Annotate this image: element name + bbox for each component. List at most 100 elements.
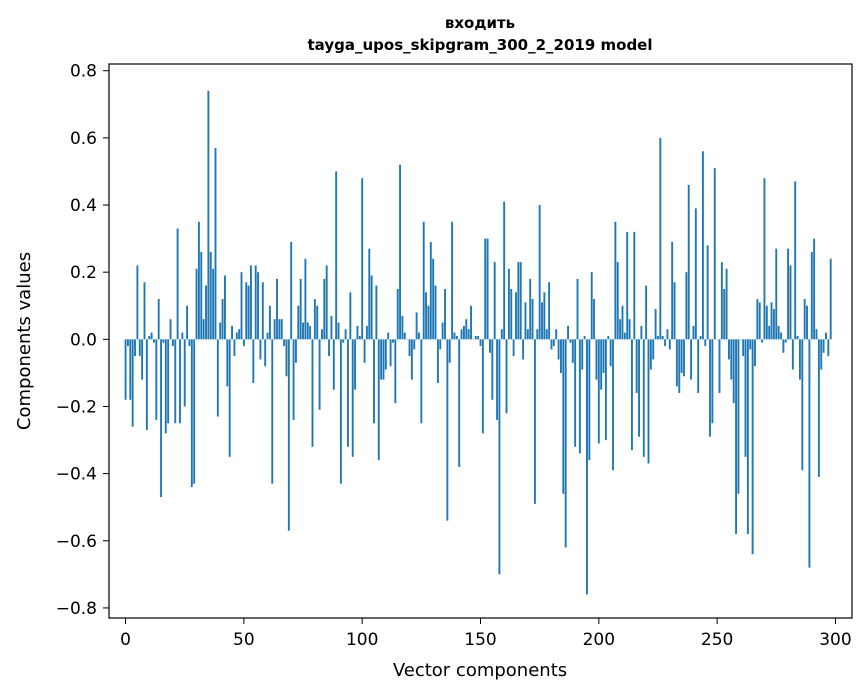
bar	[245, 282, 248, 340]
bar	[200, 252, 203, 340]
bar	[254, 265, 257, 340]
bar	[491, 339, 494, 400]
bar	[479, 339, 482, 347]
bar	[290, 241, 293, 340]
bar	[323, 278, 326, 340]
bar	[569, 339, 572, 343]
bar	[515, 292, 517, 340]
bar	[770, 302, 773, 340]
bar	[309, 325, 312, 340]
bar	[283, 339, 286, 347]
bar	[247, 285, 250, 340]
bar	[616, 262, 619, 340]
bar	[418, 332, 420, 340]
bar	[661, 335, 664, 340]
bar	[728, 339, 730, 360]
bar	[590, 272, 593, 340]
bar	[519, 262, 522, 340]
bar	[444, 288, 446, 340]
x-tick-label: 300	[819, 630, 851, 650]
bar	[328, 339, 330, 357]
bar	[384, 339, 387, 370]
bar	[512, 339, 515, 357]
bar	[657, 335, 659, 340]
bar	[687, 184, 690, 340]
bar	[822, 339, 825, 353]
bar	[351, 339, 354, 457]
bar	[635, 339, 638, 394]
bar	[259, 339, 262, 360]
bar	[162, 339, 165, 343]
bar	[264, 339, 267, 367]
bar	[332, 339, 335, 390]
bar	[619, 319, 622, 340]
bar	[659, 137, 662, 340]
bar	[578, 339, 581, 454]
y-tick-label: 0.4	[70, 196, 97, 216]
bar	[415, 312, 418, 340]
bar	[607, 335, 610, 340]
bar	[356, 325, 359, 340]
bar	[143, 282, 146, 340]
bar	[446, 339, 449, 521]
bar	[257, 272, 260, 340]
bar	[266, 332, 269, 340]
bar	[202, 319, 205, 340]
bar	[782, 339, 785, 353]
bar	[538, 205, 541, 340]
bar	[630, 339, 633, 451]
bar	[803, 299, 806, 340]
bar	[550, 339, 553, 350]
bar	[756, 299, 759, 340]
x-tick-label: 100	[346, 630, 378, 650]
bar	[775, 248, 778, 340]
bar	[226, 339, 229, 387]
bar	[403, 332, 406, 340]
bar	[344, 329, 347, 340]
bar	[548, 282, 551, 340]
bar	[536, 329, 539, 340]
x-tick-label: 200	[583, 630, 615, 650]
bar	[448, 339, 451, 363]
bar	[595, 339, 598, 380]
bar	[131, 339, 134, 427]
bar	[273, 319, 276, 340]
bar	[647, 339, 650, 464]
bar	[638, 339, 640, 437]
bar	[666, 329, 669, 340]
bar	[498, 339, 501, 575]
bar	[214, 147, 217, 340]
bar	[810, 252, 813, 340]
bar	[361, 178, 364, 340]
bar	[751, 339, 754, 555]
bar	[330, 315, 333, 340]
bar	[224, 275, 226, 340]
bar	[399, 164, 401, 340]
bar	[150, 332, 153, 340]
bar	[169, 319, 172, 340]
bar	[768, 325, 771, 340]
bar	[321, 329, 323, 340]
bar	[219, 322, 222, 340]
bar	[368, 248, 371, 340]
bar	[337, 322, 340, 340]
bar	[358, 335, 361, 340]
bar	[541, 302, 543, 340]
bar	[704, 339, 707, 347]
bar	[564, 339, 567, 548]
bar	[233, 339, 236, 357]
bar	[375, 285, 378, 340]
bar	[363, 339, 366, 363]
bar	[380, 339, 383, 380]
bar	[581, 339, 584, 370]
bar	[723, 288, 726, 340]
bar	[451, 221, 454, 340]
x-tick-label: 50	[233, 630, 255, 650]
bar	[675, 339, 678, 387]
bar	[148, 335, 151, 340]
bar	[280, 319, 283, 340]
bar	[817, 339, 820, 477]
bar	[529, 278, 532, 340]
